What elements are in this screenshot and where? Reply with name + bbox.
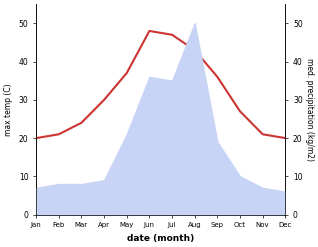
Y-axis label: med. precipitation (kg/m2): med. precipitation (kg/m2) — [305, 58, 314, 161]
Y-axis label: max temp (C): max temp (C) — [4, 83, 13, 136]
X-axis label: date (month): date (month) — [127, 234, 194, 243]
